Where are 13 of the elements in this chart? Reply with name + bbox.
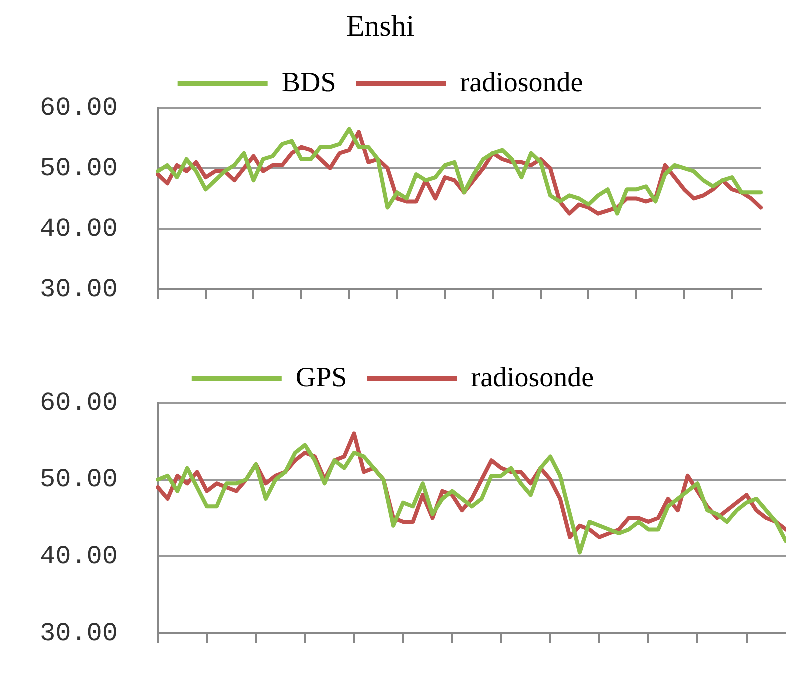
y-tick-label: 40.00 bbox=[40, 541, 118, 572]
y-tick-label: 60.00 bbox=[40, 388, 118, 418]
legend-label: GPS bbox=[296, 362, 348, 394]
y-tick-label: 60.00 bbox=[40, 92, 118, 123]
y-tick-label: 50.00 bbox=[40, 464, 118, 495]
legend-label: radiosonde bbox=[460, 67, 584, 98]
chart-title: Enshi bbox=[346, 10, 415, 43]
y-tick-label: 40.00 bbox=[40, 214, 118, 244]
y-tick-label: 30.00 bbox=[40, 274, 118, 304]
legend-label: radiosonde bbox=[471, 362, 594, 394]
y-tick-label: 30.00 bbox=[40, 618, 118, 648]
legend-label: BDS bbox=[282, 67, 336, 98]
y-tick-label: 50.00 bbox=[40, 153, 118, 184]
